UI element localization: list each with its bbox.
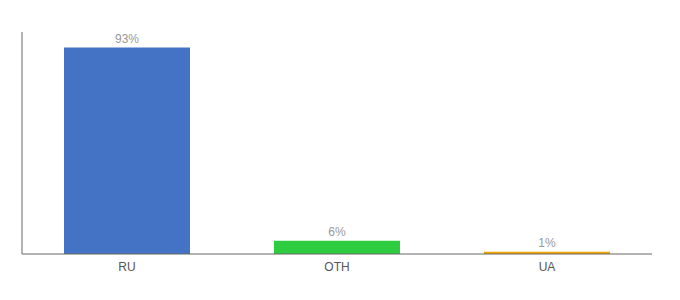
- svg-text:1%: 1%: [538, 236, 556, 250]
- svg-text:OTH: OTH: [324, 260, 349, 274]
- svg-text:6%: 6%: [328, 225, 346, 239]
- svg-text:RU: RU: [118, 260, 135, 274]
- svg-text:93%: 93%: [115, 32, 139, 46]
- svg-text:UA: UA: [539, 260, 556, 274]
